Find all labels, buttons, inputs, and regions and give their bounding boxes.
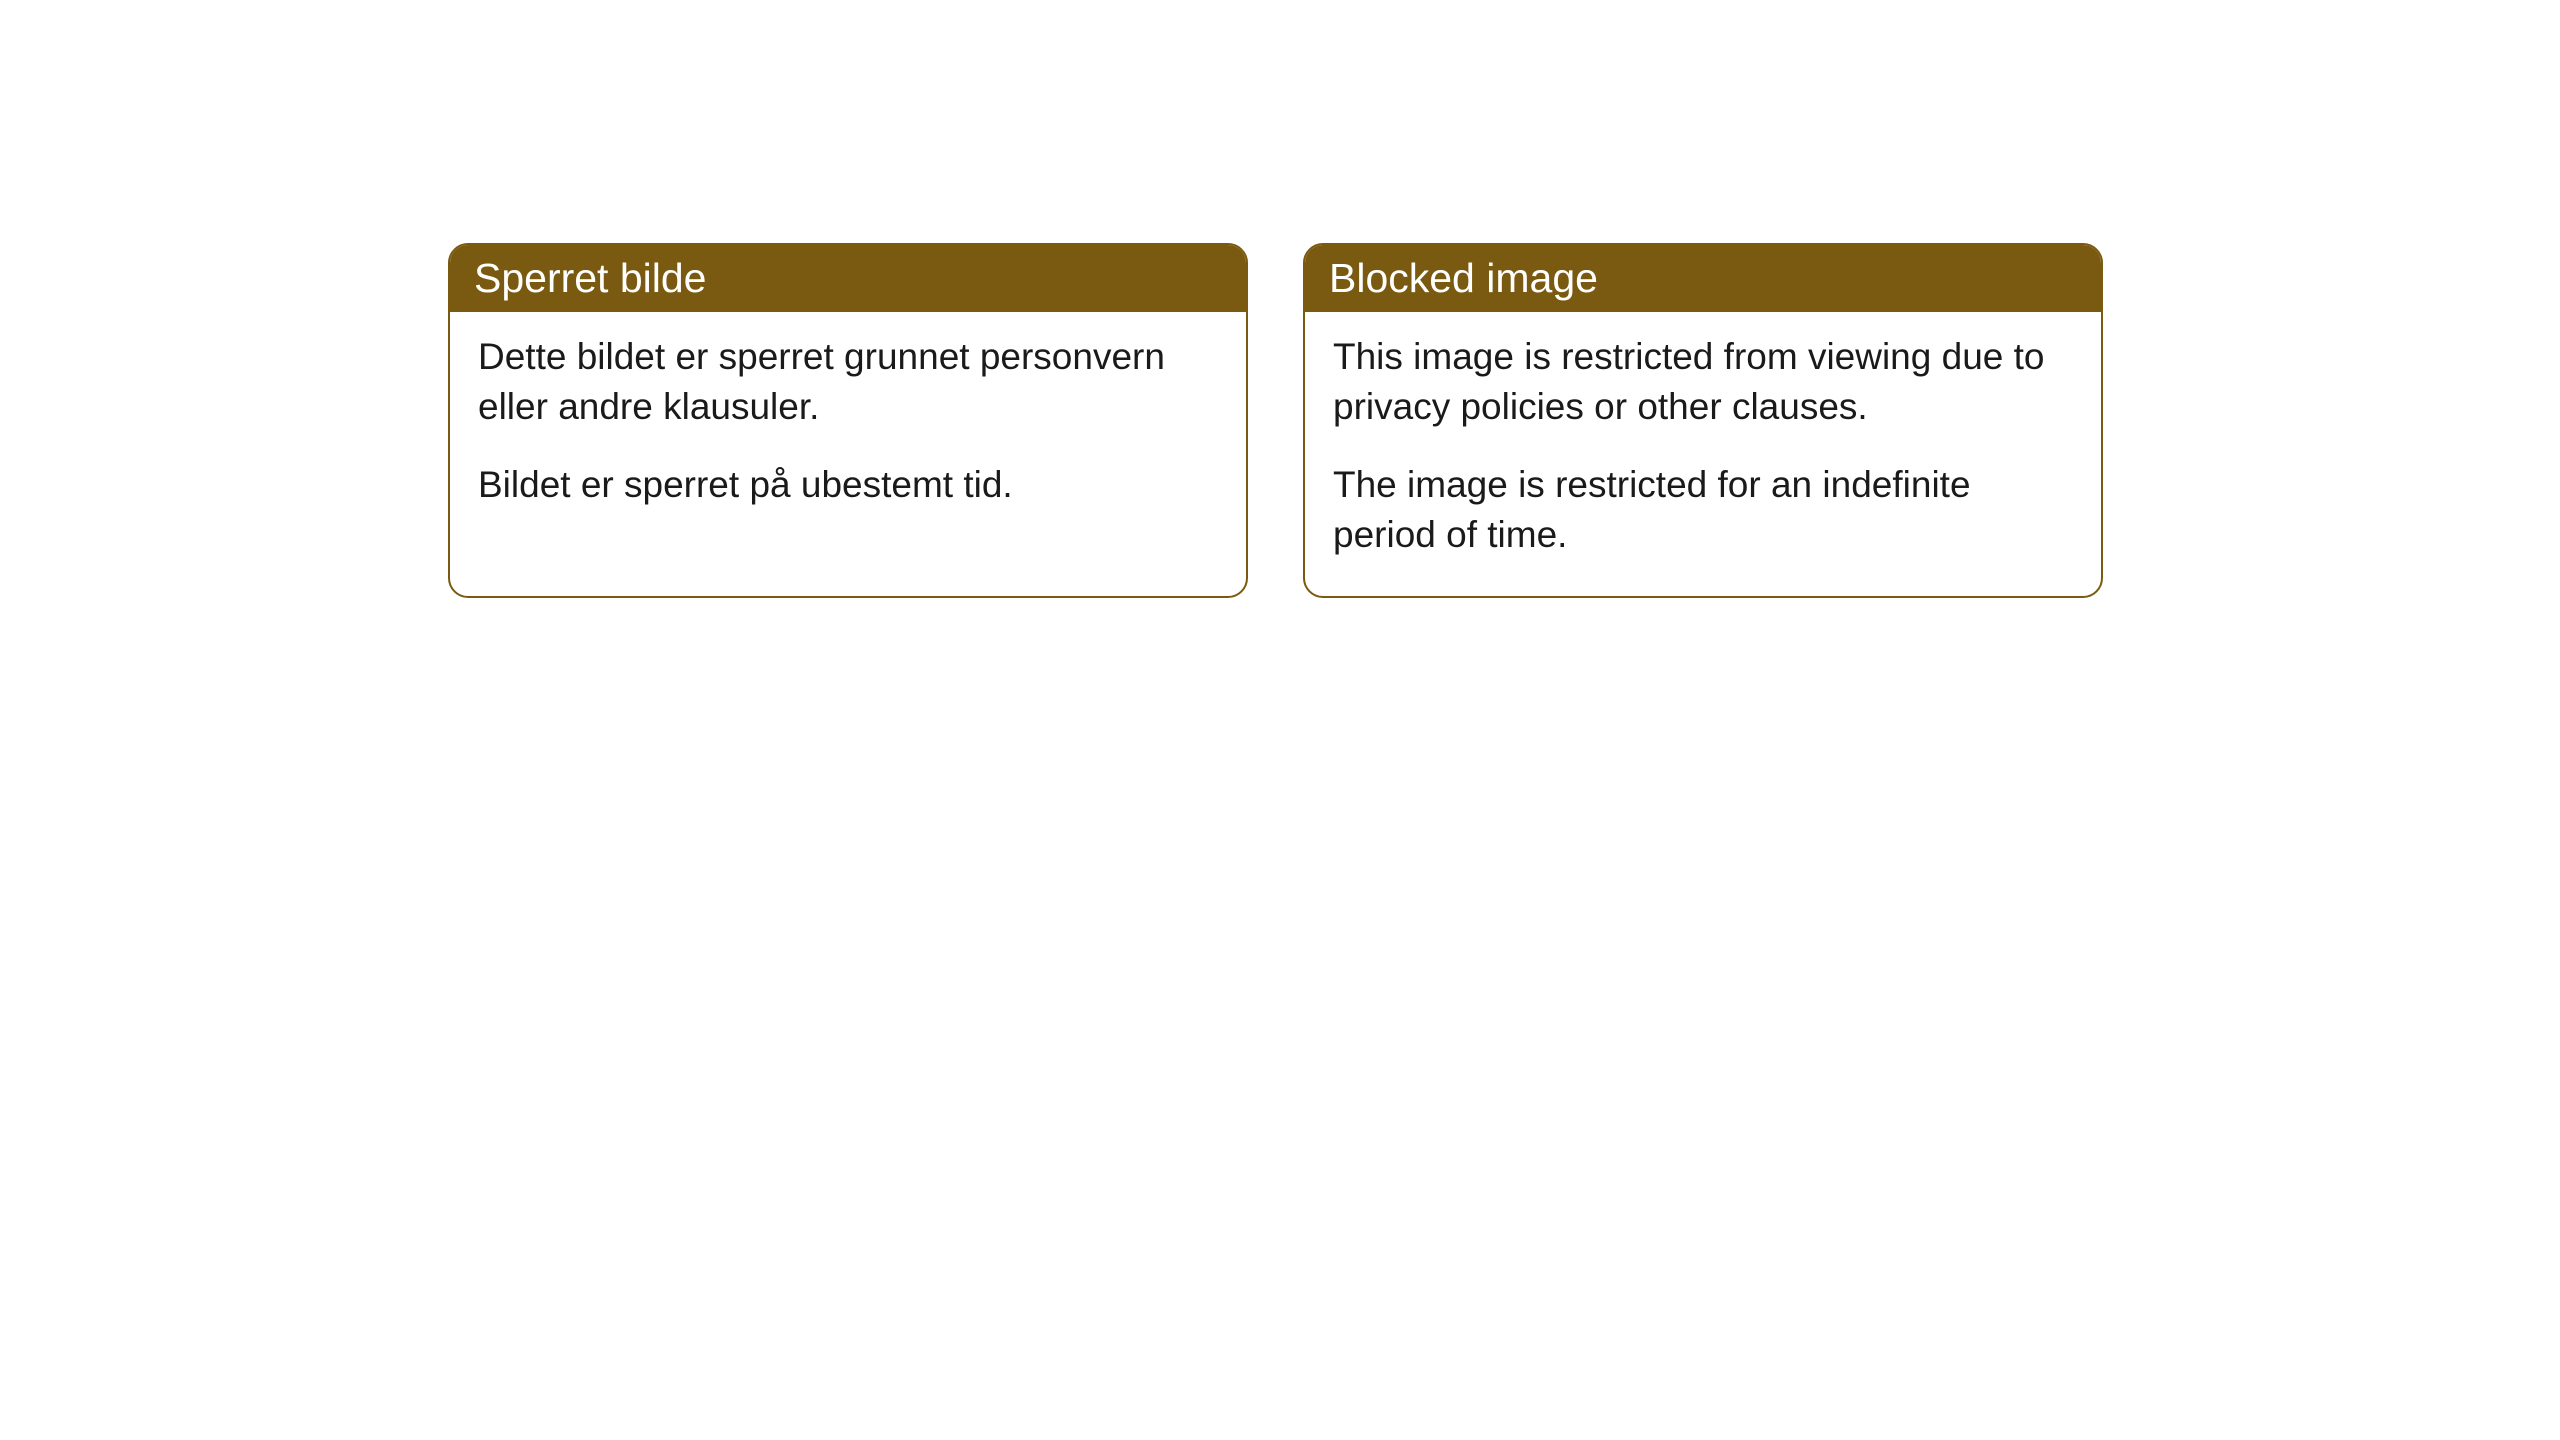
card-body-norwegian: Dette bildet er sperret grunnet personve… [450, 312, 1246, 546]
notice-container: Sperret bilde Dette bildet er sperret gr… [448, 243, 2103, 598]
card-body-english: This image is restricted from viewing du… [1305, 312, 2101, 596]
card-header-norwegian: Sperret bilde [450, 245, 1246, 312]
notice-paragraph: This image is restricted from viewing du… [1333, 332, 2073, 432]
notice-paragraph: Dette bildet er sperret grunnet personve… [478, 332, 1218, 432]
notice-card-english: Blocked image This image is restricted f… [1303, 243, 2103, 598]
notice-card-norwegian: Sperret bilde Dette bildet er sperret gr… [448, 243, 1248, 598]
notice-paragraph: The image is restricted for an indefinit… [1333, 460, 2073, 560]
notice-paragraph: Bildet er sperret på ubestemt tid. [478, 460, 1218, 510]
card-header-english: Blocked image [1305, 245, 2101, 312]
